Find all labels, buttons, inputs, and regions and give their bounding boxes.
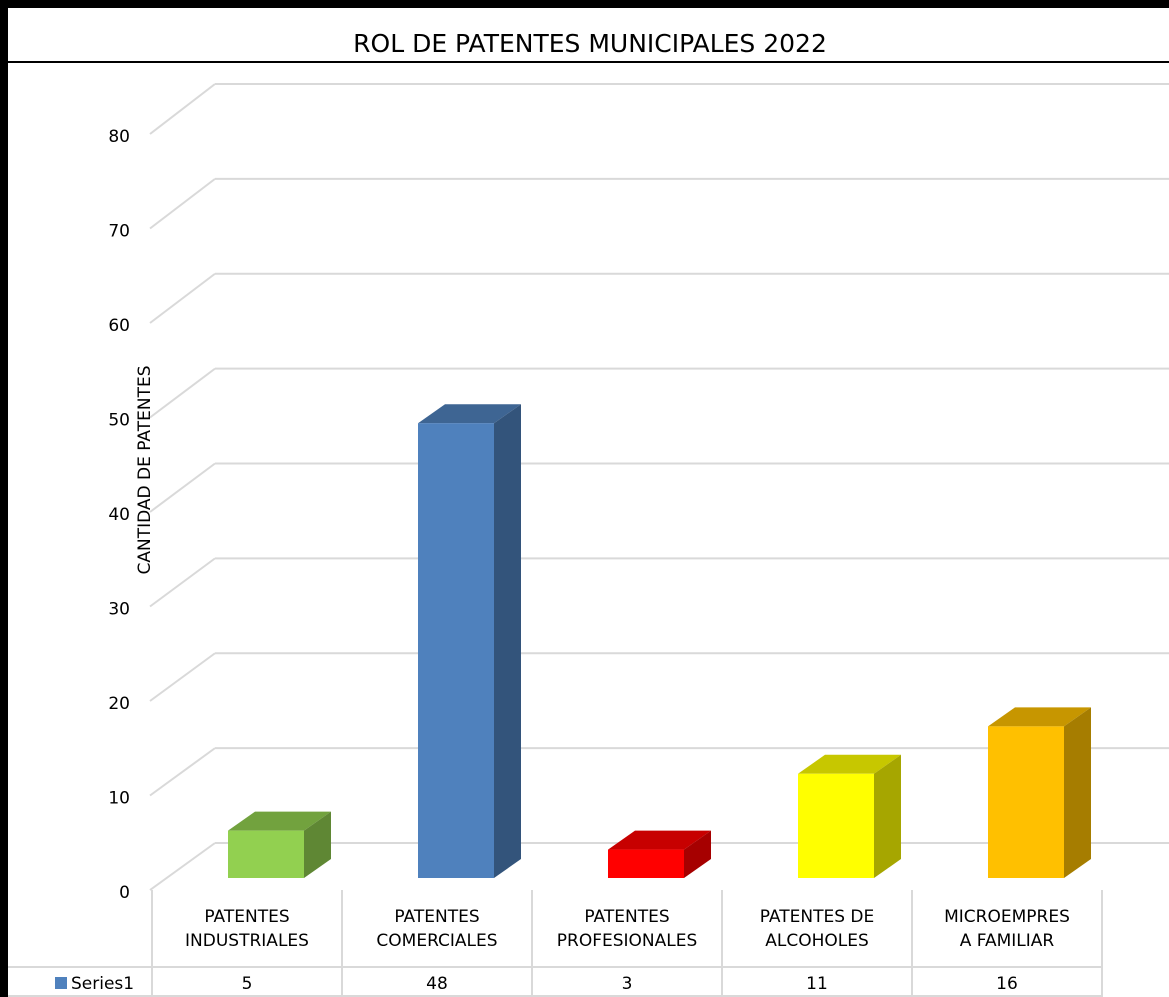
- data-table-value: 11: [806, 974, 828, 994]
- grid-line-side: [149, 178, 216, 230]
- bar-top: [228, 811, 331, 831]
- grid-line-side: [149, 367, 216, 419]
- grid-line-side: [149, 462, 216, 513]
- y-tick-label: 70: [108, 222, 130, 242]
- data-table-value: 48: [426, 974, 448, 994]
- bar-top: [988, 707, 1091, 727]
- bar-side: [874, 754, 901, 878]
- x-tick-label: PATENTES PROFESIONALES: [556, 907, 698, 951]
- bar-top: [798, 754, 901, 774]
- bar: [798, 773, 874, 878]
- x-tick-label: PATENTES COMERCIALES: [376, 907, 498, 951]
- grid-line-side: [149, 652, 216, 702]
- y-tick-label: 0: [119, 883, 130, 903]
- y-tick-label: 40: [108, 505, 130, 525]
- grid-line-side: [149, 842, 216, 891]
- legend-label: Series1: [71, 974, 134, 994]
- x-tick-label: MICROEMPRES A FAMILIAR: [944, 907, 1070, 951]
- grid-line-side: [149, 272, 216, 324]
- y-tick-label: 30: [108, 600, 130, 620]
- grid-line-side: [149, 83, 216, 135]
- x-tick-label: PATENTES INDUSTRIALES: [185, 907, 309, 951]
- y-tick-label: 50: [108, 411, 130, 431]
- legend-swatch: [55, 977, 67, 989]
- bar-top: [418, 404, 521, 424]
- y-tick-label: 10: [108, 789, 130, 809]
- bar-side: [494, 404, 521, 878]
- data-table-value: 3: [622, 974, 633, 994]
- bar-side: [684, 830, 711, 878]
- bar-side: [1064, 707, 1091, 878]
- y-axis-title: CANTIDAD DE PATENTES: [135, 366, 155, 575]
- grid-line-side: [149, 747, 216, 797]
- x-tick-label: PATENTES DE ALCOHOLES: [759, 907, 875, 951]
- bar: [988, 726, 1064, 878]
- y-tick-label: 80: [108, 127, 130, 147]
- bar-top: [608, 830, 711, 850]
- data-table-value: 16: [996, 974, 1018, 994]
- bar-side: [304, 811, 331, 878]
- bar: [608, 849, 684, 878]
- y-tick-label: 20: [108, 694, 130, 714]
- chart-title: ROL DE PATENTES MUNICIPALES 2022: [353, 29, 827, 58]
- grid-line-side: [149, 557, 216, 608]
- bar: [228, 830, 304, 878]
- data-table-value: 5: [242, 974, 253, 994]
- y-tick-label: 60: [108, 316, 130, 336]
- bar: [418, 423, 494, 878]
